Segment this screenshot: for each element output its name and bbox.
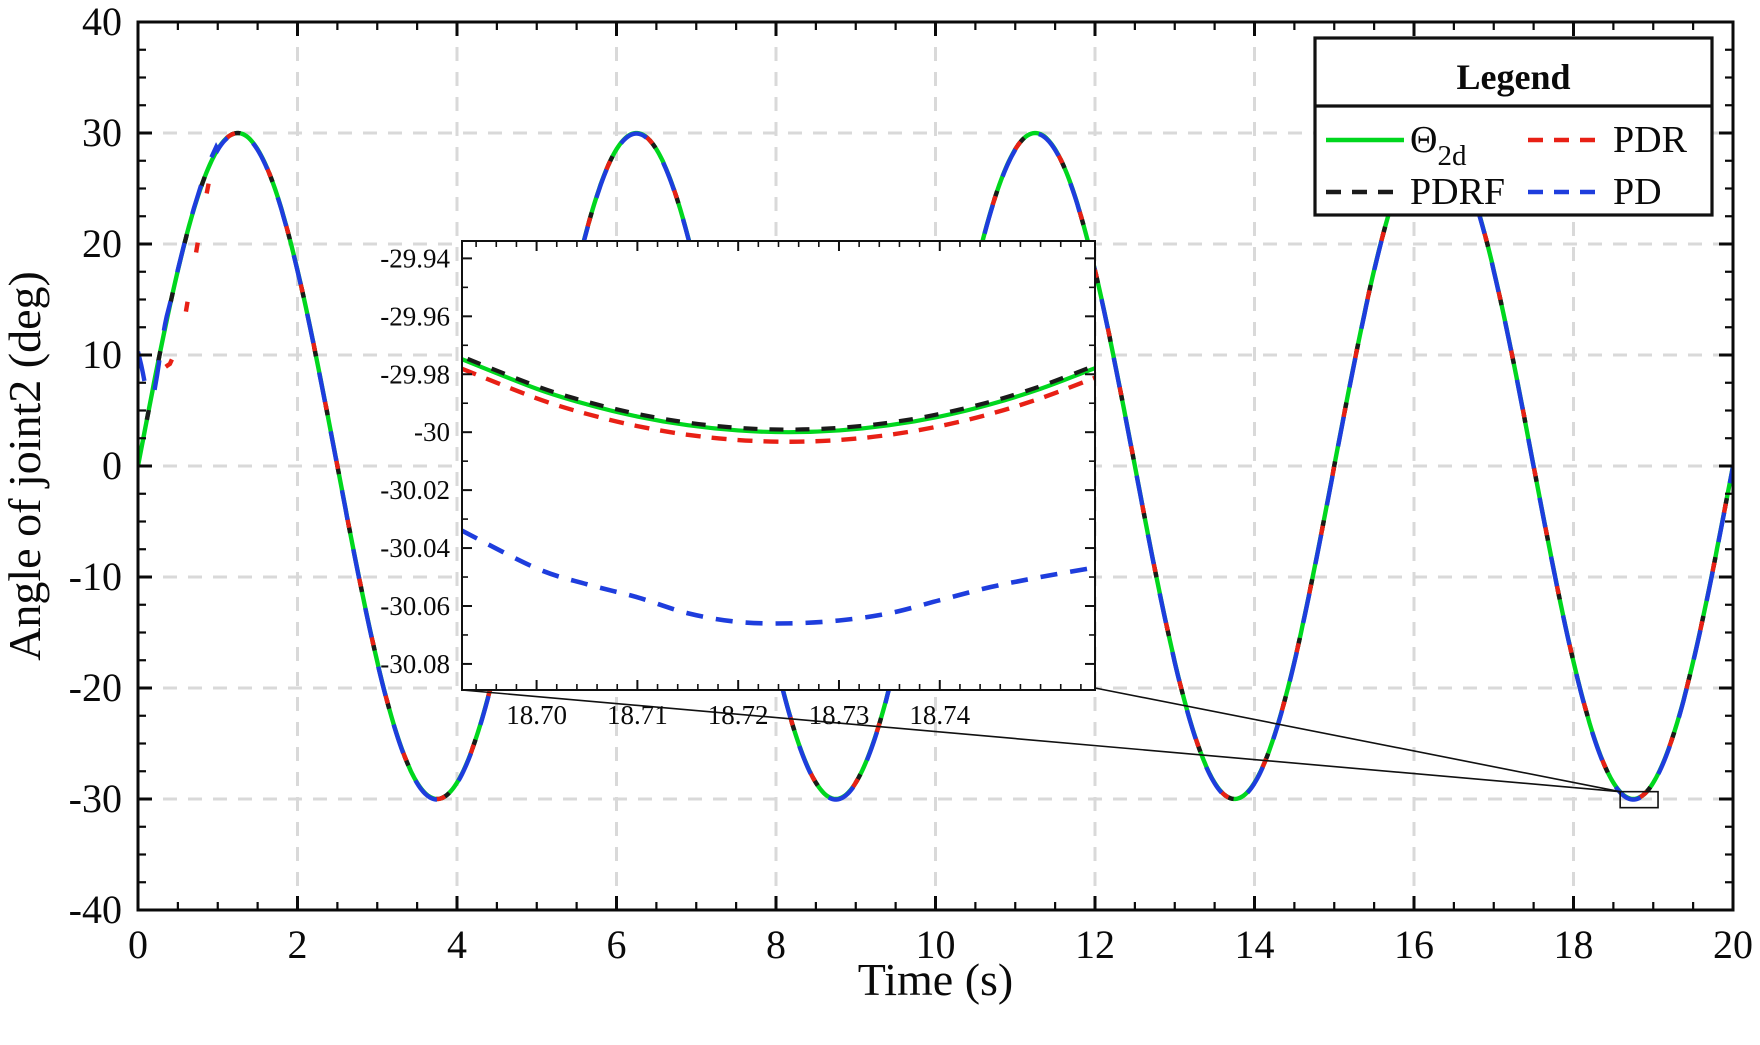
y-tick-label: 20 (82, 221, 122, 266)
inset-x-tick-label: 18.72 (708, 700, 769, 730)
x-tick-label: 6 (607, 922, 627, 967)
zoom-connector-right (1094, 687, 1621, 793)
legend-box (1313, 36, 1714, 217)
x-tick-label: 4 (447, 922, 467, 967)
x-tick-label: 10 (916, 922, 956, 967)
inset-curve-theta2d (462, 357, 1095, 435)
y-tick-label: -40 (69, 887, 122, 932)
inset-axes: 18.70 18.71 18.72 18.73 18.74 -29.94 -29.96 -29… (380, 240, 1096, 730)
inset-x-tick-label: 18.73 (809, 700, 870, 730)
y-tick-label: -10 (69, 554, 122, 599)
y-tick-label: -30 (69, 776, 122, 821)
inset-y-tick-label: -30.08 (380, 649, 450, 679)
legend-label-pdr: PDR (1613, 119, 1688, 161)
main-axes: 0 2 4 6 8 10 12 14 16 18 20 -40 -30 -20 -10 0 10 20 30 40 Ti… (0, 0, 1753, 1005)
x-tick-label: 0 (128, 922, 148, 967)
y-tick-label: 10 (82, 332, 122, 377)
inset-panel (462, 241, 1095, 690)
zoom-indicator (461, 687, 1659, 809)
inset-curves (462, 354, 1095, 626)
y-tick-label: 0 (102, 443, 122, 488)
inset-y-tick-label: -30.04 (380, 533, 450, 563)
x-tick-label: 14 (1235, 922, 1275, 967)
inset-y-tick-label: -30.06 (380, 591, 450, 621)
x-tick-label: 16 (1394, 922, 1434, 967)
x-tick-label: 8 (766, 922, 786, 967)
inset-x-tick-label: 18.74 (909, 700, 970, 730)
legend-label-pdrf: PDRF (1410, 171, 1505, 213)
inset-curve-pd (462, 528, 1095, 626)
x-tick-label: 2 (288, 922, 308, 967)
x-axis-label: Time (s) (858, 954, 1014, 1005)
zoom-connector-left (461, 689, 1621, 793)
legend-title: Legend (1456, 57, 1570, 97)
inset-x-tick-label: 18.70 (506, 700, 567, 730)
inset-y-tick-label: -29.98 (380, 359, 450, 389)
y-tick-label: 40 (82, 0, 122, 44)
inset-curve-pdr (462, 366, 1095, 444)
zoom-source-rect (1619, 790, 1659, 809)
x-tick-label: 18 (1554, 922, 1594, 967)
x-tick-label: 12 (1075, 922, 1115, 967)
legend-label-theta2d: Θ2d (1410, 119, 1467, 172)
inset-x-tick-label: 18.71 (607, 700, 668, 730)
legend: Legend Θ2d PDR PDRF PD (1313, 36, 1714, 217)
inset-y-tick-label: -30 (414, 417, 450, 447)
y-tick-label: 30 (82, 110, 122, 155)
y-axis-label: Angle of joint2 (deg) (0, 271, 50, 661)
inset-y-tick-label: -30.02 (380, 475, 450, 505)
x-tick-label: 20 (1713, 922, 1753, 967)
inset-y-tick-label: -29.96 (380, 301, 450, 331)
legend-label-pd: PD (1613, 171, 1662, 213)
y-tick-label: -20 (69, 665, 122, 710)
inset-y-tick-label: -29.94 (380, 243, 450, 273)
